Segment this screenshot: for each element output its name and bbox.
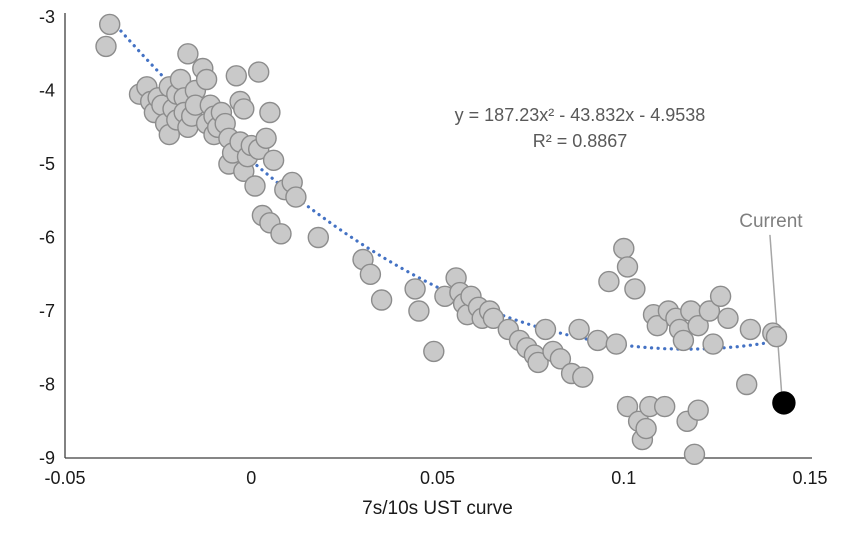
data-point-historical: [698, 300, 721, 322]
data-point-historical: [177, 43, 199, 65]
y-tick-label: -8: [39, 375, 55, 395]
annotation-line: [769, 234, 783, 397]
data-point-historical: [587, 329, 609, 352]
data-point-historical: [225, 65, 248, 87]
data-point-historical: [404, 278, 426, 300]
data-point-historical: [98, 13, 121, 36]
data-point-historical: [646, 315, 668, 337]
y-tick-label: -9: [39, 448, 55, 468]
data-point-historical: [262, 149, 285, 172]
data-point-historical: [616, 395, 639, 418]
y-tick-label: -4: [39, 81, 55, 101]
data-point-historical: [359, 263, 382, 285]
y-tick-label: -7: [39, 301, 55, 321]
data-point-historical: [605, 333, 627, 355]
data-point-historical: [572, 366, 594, 388]
x-axis-title: 7s/10s UST curve: [362, 498, 513, 519]
data-point-historical: [408, 300, 430, 322]
data-point-historical: [259, 101, 281, 124]
data-point-historical: [307, 226, 329, 249]
y-tick-label: -5: [39, 154, 55, 174]
data-point-historical: [248, 61, 270, 83]
data-point-historical: [233, 98, 255, 120]
data-point-historical: [285, 186, 307, 208]
data-point-historical: [654, 395, 676, 418]
data-point-historical: [709, 285, 732, 307]
data-point-historical: [244, 175, 266, 197]
x-tick-label: 0.05: [420, 468, 455, 488]
data-point-historical: [613, 237, 635, 260]
data-point-historical: [270, 223, 292, 245]
trendline: [106, 14, 788, 351]
data-point-historical: [568, 318, 590, 341]
data-point-historical: [736, 373, 758, 396]
data-point-historical: [635, 417, 657, 440]
x-tick-label: 0: [246, 468, 256, 488]
data-point-historical: [702, 333, 724, 355]
data-point-historical: [598, 270, 620, 293]
data-point-historical: [549, 348, 572, 370]
data-point-historical: [683, 443, 706, 465]
data-point-historical: [534, 318, 557, 341]
data-point-historical: [765, 326, 788, 348]
data-point-historical: [717, 307, 739, 329]
data-point-historical: [195, 68, 218, 91]
data-point-historical: [423, 340, 445, 363]
x-tick-label: 0.15: [792, 468, 827, 488]
annotation-label: Current: [739, 211, 803, 232]
data-point-historical: [687, 399, 709, 421]
data-point-historical: [616, 256, 639, 278]
data-point-historical: [624, 278, 646, 300]
data-point-historical: [527, 351, 549, 374]
data-point-historical: [482, 307, 505, 329]
x-tick-label: -0.05: [44, 468, 85, 488]
y-tick-label: -6: [39, 228, 55, 248]
data-point-historical: [95, 35, 117, 58]
data-point-historical: [687, 315, 709, 337]
y-tick-label: -3: [39, 7, 55, 27]
data-point-historical: [370, 289, 393, 311]
data-point-current: [772, 391, 796, 415]
data-point-historical: [672, 329, 695, 352]
x-tick-label: 0.1: [611, 468, 636, 488]
data-point-historical: [255, 127, 277, 150]
data-point-historical: [739, 318, 762, 341]
